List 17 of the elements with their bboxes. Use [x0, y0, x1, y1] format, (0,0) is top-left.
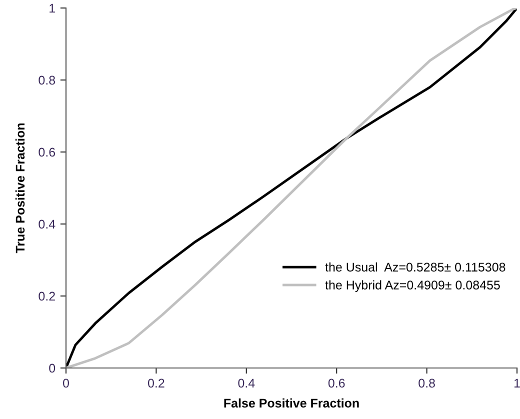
- x-tick-label: 0.8: [418, 378, 435, 388]
- y-tick-label: 0.4: [38, 220, 56, 229]
- x-axis-title: False Positive Fraction: [224, 398, 359, 408]
- line-series: [66, 8, 517, 368]
- legend-label: the Hybrid Az=0.4909± 0.08455: [325, 280, 500, 292]
- x-tick-label: 0: [63, 378, 69, 388]
- legend-label: the Usual Az=0.5285± 0.115308: [325, 262, 506, 272]
- y-tick-label: 0: [49, 364, 56, 373]
- x-tick-label: 0.4: [238, 378, 255, 388]
- x-tick-label: 0.6: [328, 378, 345, 388]
- y-tick-label: 0.6: [38, 148, 56, 157]
- x-tick-label: 0.2: [148, 378, 164, 388]
- y-tick-label: 0.2: [38, 292, 55, 301]
- y-tick-label: 1: [50, 4, 55, 13]
- y-axis-title: True Positive Fraction: [15, 123, 25, 254]
- y-tick-label: 0.8: [38, 76, 56, 85]
- x-tick-label: 1: [514, 378, 520, 388]
